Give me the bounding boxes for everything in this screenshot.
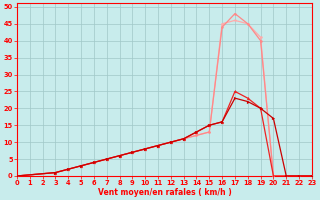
X-axis label: Vent moyen/en rafales ( km/h ): Vent moyen/en rafales ( km/h ) xyxy=(98,188,231,197)
